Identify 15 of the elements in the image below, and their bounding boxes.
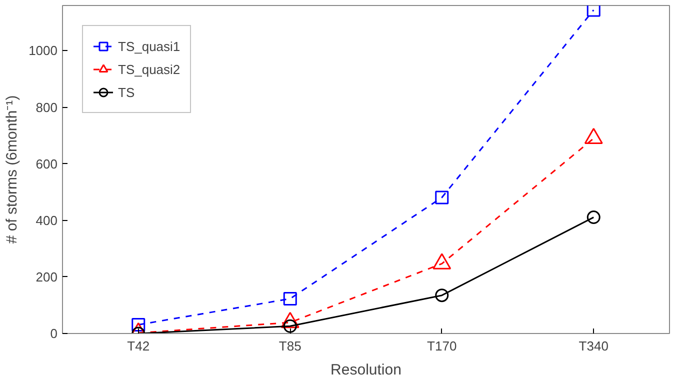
- y-axis-title: # of storms (6month⁻¹): [4, 95, 21, 244]
- legend-label: TS: [118, 84, 136, 100]
- x-tick-label: T340: [578, 338, 608, 354]
- y-tick-label: 1000: [28, 43, 58, 58]
- y-tick-label: 400: [36, 212, 58, 228]
- x-tick-label: T42: [127, 338, 150, 354]
- legend-label: TS_quasi2: [118, 62, 180, 76]
- x-axis-title: Resolution: [330, 362, 402, 378]
- y-tick-label: 600: [36, 156, 58, 172]
- y-tick-label: 0: [50, 326, 58, 341]
- x-tick-label: T85: [278, 338, 302, 354]
- legend-label: TS_quasi1: [118, 38, 180, 54]
- y-tick-label: 800: [36, 100, 58, 115]
- x-tick-label: T170: [427, 338, 457, 354]
- y-tick-label: 200: [36, 269, 58, 284]
